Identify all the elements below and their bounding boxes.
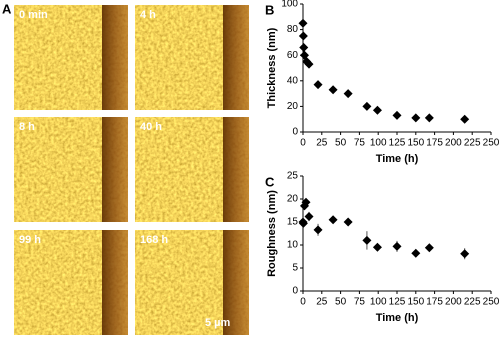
data-point <box>362 235 372 245</box>
x-tick-label: 125 <box>389 297 406 308</box>
x-tick-label: 25 <box>316 297 328 308</box>
x-tick-label: 100 <box>370 297 387 308</box>
x-tick-label: 150 <box>407 138 424 149</box>
data-point <box>298 218 308 228</box>
x-tick-label: 75 <box>354 297 366 308</box>
y-axis-title: Roughness (nm) <box>266 190 278 277</box>
x-tick-label: 100 <box>370 138 387 149</box>
x-tick-label: 0 <box>300 297 306 308</box>
image-label: 99 h <box>19 234 41 246</box>
y-tick-label: 0 <box>292 286 298 297</box>
x-tick-label: 50 <box>335 297 347 308</box>
data-point <box>304 59 314 69</box>
data-point <box>392 110 402 120</box>
image-label: 8 h <box>19 121 35 133</box>
data-point <box>392 241 402 251</box>
x-tick-label: 175 <box>426 297 443 308</box>
data-point <box>362 101 372 111</box>
y-tick-label: 0 <box>292 127 298 138</box>
data-point <box>304 211 314 221</box>
data-point <box>313 80 323 90</box>
afm-edge <box>102 117 128 222</box>
afm-edge <box>102 230 128 335</box>
data-point <box>372 242 382 252</box>
x-tick-label: 75 <box>354 138 366 149</box>
y-tick-label: 100 <box>281 0 298 10</box>
scale-bar-label: 5 µm <box>205 317 231 329</box>
image-label: 168 h <box>140 234 168 246</box>
data-point <box>372 105 382 115</box>
x-tick-label: 150 <box>407 297 424 308</box>
data-point <box>301 197 311 207</box>
x-tick-label: 175 <box>426 138 443 149</box>
y-tick-label: 20 <box>287 101 299 112</box>
data-point <box>313 225 323 235</box>
panel-label: B <box>265 2 274 17</box>
y-tick-label: 80 <box>287 24 299 35</box>
data-point <box>424 243 434 253</box>
afm-edge <box>102 5 128 110</box>
x-tick-label: 250 <box>483 138 500 149</box>
x-tick-label: 25 <box>316 138 328 149</box>
x-tick-label: 50 <box>335 138 347 149</box>
panel-label: C <box>265 174 275 189</box>
data-point <box>328 215 338 225</box>
y-tick-label: 5 <box>292 263 298 274</box>
data-point <box>424 113 434 123</box>
image-label: 4 h <box>140 9 156 21</box>
x-tick-label: 125 <box>389 138 406 149</box>
x-tick-label: 0 <box>300 138 306 149</box>
data-point <box>411 248 421 258</box>
data-point <box>460 114 470 124</box>
data-point <box>343 217 353 227</box>
y-tick-label: 15 <box>287 217 299 228</box>
data-point <box>298 18 308 28</box>
x-tick-label: 200 <box>445 297 462 308</box>
image-label: 0 min <box>19 9 48 21</box>
data-point <box>328 85 338 95</box>
panel-label: A <box>2 1 12 16</box>
image-label: 40 h <box>140 121 162 133</box>
y-tick-label: 25 <box>287 171 299 182</box>
data-point <box>343 89 353 99</box>
afm-edge <box>223 230 249 335</box>
x-tick-label: 225 <box>464 138 481 149</box>
x-tick-label: 250 <box>483 297 500 308</box>
x-tick-label: 225 <box>464 297 481 308</box>
afm-edge <box>223 5 249 110</box>
y-tick-label: 60 <box>287 50 299 61</box>
data-point <box>411 113 421 123</box>
y-axis-title: Thickness (nm) <box>266 27 278 108</box>
y-tick-label: 20 <box>287 194 299 205</box>
y-tick-label: 40 <box>287 75 299 86</box>
data-point <box>298 31 308 41</box>
data-point <box>460 249 470 259</box>
x-axis-title: Time (h) <box>376 312 419 324</box>
y-tick-label: 10 <box>287 240 299 251</box>
x-tick-label: 200 <box>445 138 462 149</box>
x-axis-title: Time (h) <box>376 153 419 165</box>
data-point <box>299 43 309 53</box>
afm-edge <box>223 117 249 222</box>
